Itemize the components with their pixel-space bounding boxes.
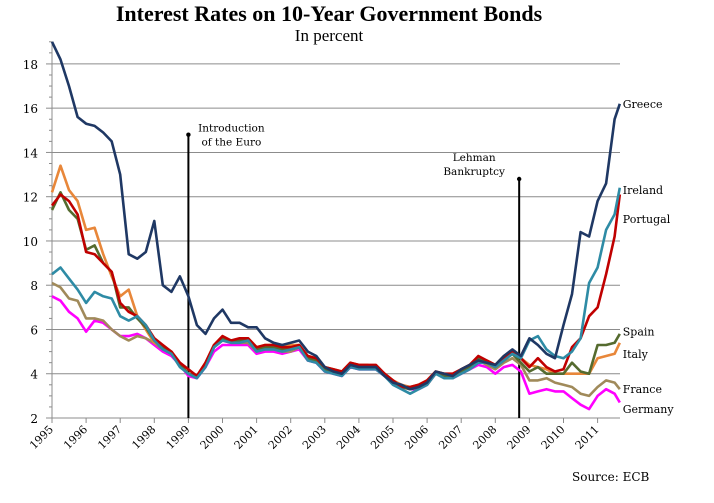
- x-tick-label: 2005: [368, 423, 397, 452]
- series-label-italy: Italy: [623, 348, 649, 361]
- x-tick-label: 1999: [164, 423, 193, 452]
- x-tick-label: 2011: [573, 423, 602, 452]
- y-tick-label: 16: [23, 102, 38, 116]
- x-tick-label: 1998: [129, 423, 158, 452]
- series-label-portugal: Portugal: [623, 213, 671, 226]
- annotation-text: Lehman: [453, 152, 496, 164]
- x-tick-label: 2002: [266, 423, 295, 452]
- x-tick-label: 1996: [61, 423, 90, 452]
- x-tick-label: 1997: [95, 423, 124, 452]
- annotation: Lehman Bankruptcy: [443, 152, 522, 418]
- annotation-marker: [186, 132, 191, 137]
- x-tick-label: 1995: [27, 423, 56, 452]
- series-label-france: France: [623, 383, 662, 396]
- series-lines: [50, 41, 622, 411]
- series-label-greece: Greece: [623, 98, 663, 111]
- x-tick-label: 2010: [539, 423, 568, 452]
- gridlines: [52, 63, 620, 375]
- series-line-spain: [50, 191, 621, 391]
- annotation-text: Bankruptcy: [443, 166, 505, 178]
- x-tick-label: 2006: [402, 423, 431, 452]
- y-tick-label: 18: [23, 58, 38, 72]
- series-label-spain: Spain: [623, 326, 655, 339]
- y-tick-label: 4: [30, 368, 38, 382]
- chart-title: Interest Rates on 10-Year Government Bon…: [116, 1, 543, 26]
- series-line-italy: [50, 164, 621, 389]
- y-tick-label: 14: [23, 146, 39, 160]
- source-note: Source: ECB: [572, 470, 650, 484]
- x-tick-label: 2000: [198, 423, 227, 452]
- y-tick-label: 10: [23, 235, 38, 249]
- x-tick-label: 2001: [232, 423, 261, 452]
- annotation-text: Introduction: [198, 123, 265, 135]
- y-axis-ticks: 2 4 6 8 10 12 14 16 18: [23, 58, 39, 426]
- series-line-france: [51, 281, 621, 398]
- chart-subtitle: In percent: [295, 26, 364, 45]
- series-line-portugal: [50, 193, 622, 389]
- annotation-marker: [516, 176, 522, 182]
- y-tick-label: 12: [23, 191, 38, 205]
- x-tick-label: 2004: [334, 423, 363, 452]
- x-tick-label: 2009: [505, 423, 534, 452]
- x-tick-label: 2003: [300, 423, 329, 452]
- annotations: Introduction of the Euro Lehman Bankruptcy: [186, 123, 522, 418]
- y-tick-label: 6: [30, 323, 38, 337]
- series-label-germany: Germany: [623, 403, 675, 416]
- series-label-ireland: Ireland: [623, 184, 663, 197]
- y-tick-label: 8: [30, 279, 38, 293]
- axes: [46, 41, 620, 419]
- x-axis-ticks: 1995 1996 1997 1998 1999 2000 2001 2002 2003 2004…: [27, 418, 602, 452]
- x-tick-label: 2008: [470, 423, 499, 452]
- x-tick-label: 2007: [436, 423, 465, 452]
- series-labels: Germany France Italy Spain Portugal Ireland Gr…: [623, 98, 675, 416]
- series-line-greece: [50, 41, 622, 391]
- y-tick-label: 2: [30, 412, 38, 426]
- annotation-text: of the Euro: [201, 137, 261, 149]
